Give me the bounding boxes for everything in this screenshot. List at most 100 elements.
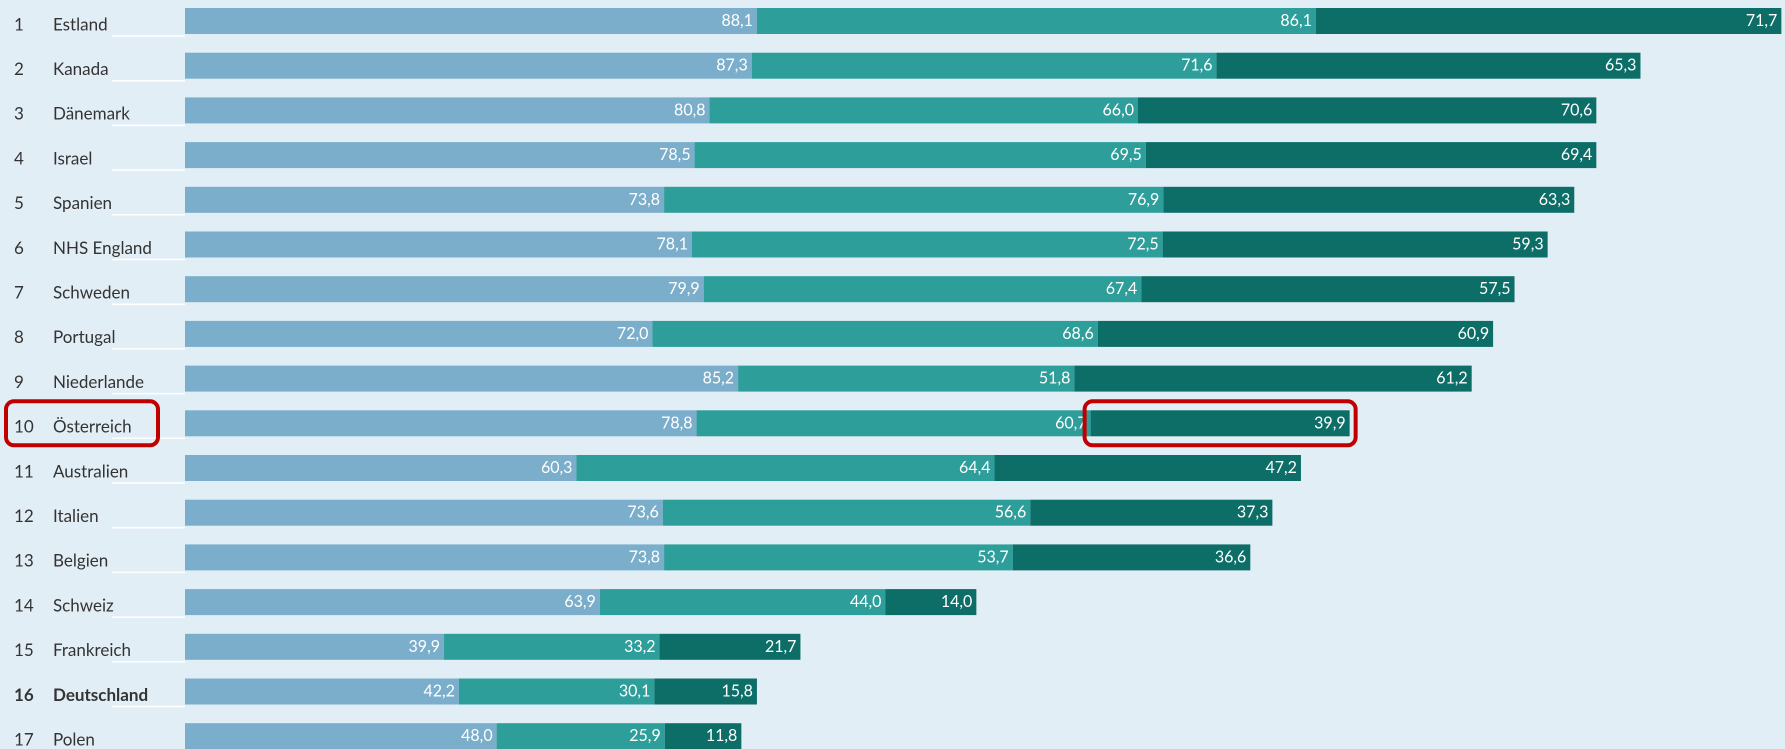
value-label: 61,2 <box>1436 369 1467 388</box>
value-label: 64,4 <box>959 458 990 477</box>
value-label: 60,9 <box>1458 324 1489 343</box>
bar-segment <box>652 320 1098 347</box>
value-label: 63,3 <box>1539 190 1570 209</box>
category-label: Frankreich <box>53 639 131 660</box>
rank-label: 16 <box>14 684 34 705</box>
bar-segment <box>994 455 1301 481</box>
value-label: 78,5 <box>659 145 690 164</box>
value-label: 71,7 <box>1746 11 1777 30</box>
bar-segment <box>185 320 653 347</box>
rank-label: 2 <box>14 58 24 79</box>
bar-segment <box>662 499 1031 526</box>
bar-segment <box>576 455 995 481</box>
bar-segment <box>185 8 757 34</box>
value-label: 72,5 <box>1127 235 1158 254</box>
category-label: Niederlande <box>53 371 144 392</box>
bar-segment <box>496 723 665 749</box>
value-label: 65,3 <box>1605 56 1636 75</box>
value-label: 71,6 <box>1181 56 1212 75</box>
bar-segment <box>185 678 459 705</box>
bar-segment <box>185 633 445 660</box>
rank-label: 8 <box>14 326 24 347</box>
value-label: 72,0 <box>617 324 648 343</box>
bar-segment <box>185 142 695 169</box>
category-label: Polen <box>53 729 95 749</box>
bar-segment <box>654 678 757 705</box>
category-label: Australien <box>53 460 128 481</box>
value-label: 73,6 <box>627 503 658 522</box>
bar-segment <box>1097 320 1494 347</box>
bar-segment <box>709 97 1139 124</box>
value-label: 57,5 <box>1479 279 1510 298</box>
value-label: 36,6 <box>1215 547 1246 566</box>
rank-label: 1 <box>14 13 24 34</box>
bar-segment <box>458 678 655 705</box>
bar-segment <box>1216 52 1641 79</box>
bar-segment <box>185 410 697 437</box>
value-label: 67,4 <box>1106 279 1137 298</box>
bar-segment <box>599 589 886 616</box>
bar-segment <box>1162 231 1548 258</box>
value-label: 69,4 <box>1561 145 1592 164</box>
rank-label: 3 <box>14 103 24 124</box>
value-label: 14,0 <box>941 592 972 611</box>
bar-segment <box>1090 410 1350 437</box>
rank-label: 6 <box>14 237 24 258</box>
bar-segment <box>185 723 497 749</box>
bar-segment <box>1012 544 1251 571</box>
value-label: 39,9 <box>1314 413 1345 432</box>
category-label: Schweiz <box>53 594 114 615</box>
value-label: 11,8 <box>706 726 737 745</box>
value-label: 42,2 <box>423 682 454 701</box>
category-label: Spanien <box>53 192 112 213</box>
value-label: 85,2 <box>703 369 734 388</box>
bar-segment <box>185 365 739 392</box>
value-label: 78,8 <box>661 413 692 432</box>
category-label: Belgien <box>53 550 108 571</box>
rank-label: 9 <box>14 371 24 392</box>
rank-label: 4 <box>14 147 24 168</box>
value-label: 15,8 <box>721 682 752 701</box>
bar-segment <box>1138 97 1597 124</box>
bar-segment <box>185 97 710 124</box>
category-label: Estland <box>53 13 108 34</box>
bar-segment <box>1141 276 1515 303</box>
bar-segment <box>664 544 1013 571</box>
bar-segment <box>1074 365 1472 392</box>
bar-segment <box>694 142 1146 169</box>
bar-segment <box>185 455 577 481</box>
value-label: 79,9 <box>668 279 699 298</box>
value-label: 66,0 <box>1103 100 1134 119</box>
rank-label: 14 <box>14 594 34 615</box>
bar-segment <box>185 544 665 571</box>
bar-segment <box>185 276 704 303</box>
rank-label: 11 <box>14 460 34 481</box>
highlight-box <box>4 399 160 448</box>
value-label: 53,7 <box>977 547 1008 566</box>
bar-segment <box>664 186 1164 213</box>
value-label: 76,9 <box>1128 190 1159 209</box>
value-label: 68,6 <box>1062 324 1093 343</box>
category-label: Italien <box>53 505 99 526</box>
bar-segment <box>696 410 1091 437</box>
value-label: 60,7 <box>1055 413 1086 432</box>
value-label: 87,3 <box>716 56 747 75</box>
value-label: 30,1 <box>619 682 650 701</box>
value-label: 78,1 <box>657 235 688 254</box>
bar-segment <box>1315 8 1782 34</box>
value-label: 33,2 <box>624 637 655 656</box>
bar-segment <box>692 231 1163 258</box>
category-label: Deutschland <box>53 684 148 705</box>
highlight-box <box>1082 399 1358 448</box>
rank-label: 13 <box>14 550 34 571</box>
category-label: NHS England <box>53 237 152 258</box>
bar-segment <box>185 231 693 258</box>
value-label: 21,7 <box>765 637 796 656</box>
rank-label: 7 <box>14 282 24 303</box>
value-label: 51,8 <box>1039 369 1070 388</box>
category-label: Israel <box>53 147 92 168</box>
category-label: Kanada <box>53 58 109 79</box>
value-label: 56,6 <box>995 503 1026 522</box>
value-label: 39,9 <box>409 637 440 656</box>
